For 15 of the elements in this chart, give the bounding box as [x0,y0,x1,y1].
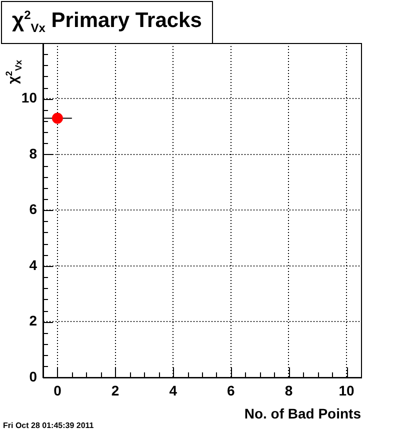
y-tick-label: 2 [29,312,38,329]
text: Fri Oct 28 01:45:39 2011 [3,421,94,430]
x-tick-label: 2 [111,382,120,399]
x-tick-label: 8 [284,382,293,399]
chart-title: χ$^{2}$$_{Vx}$ Primary Tracks [1,1,213,44]
y-tick-label: 8 [29,145,38,162]
x-tick-label: 6 [227,382,236,399]
y-tick-label: 4 [29,256,38,273]
y-tick-label: 10 [21,90,38,106]
x-tick-label: 0 [54,382,62,399]
x-tick-label: 10 [338,382,355,399]
x-tick-label: 4 [169,382,178,399]
y-tick-label: 6 [29,201,38,218]
x-axis-title: No. of Bad Points [244,405,362,422]
y-tick-label: 0 [29,368,38,384]
